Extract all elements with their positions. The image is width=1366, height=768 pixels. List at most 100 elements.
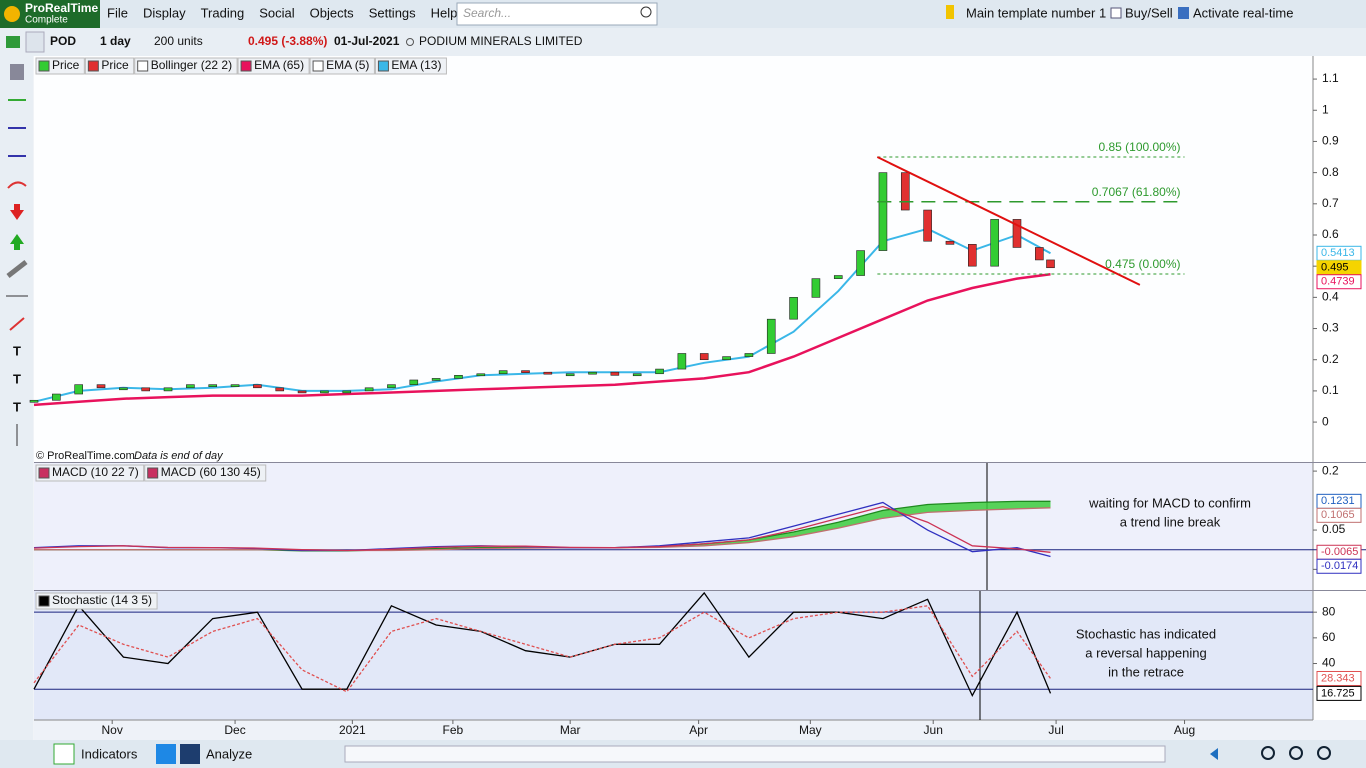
legend-entry[interactable] bbox=[144, 464, 267, 482]
buy-arrow[interactable] bbox=[10, 234, 24, 250]
legend-entry[interactable] bbox=[237, 57, 310, 75]
legend-swatch bbox=[38, 467, 50, 479]
candle bbox=[811, 278, 821, 298]
candle bbox=[990, 219, 999, 267]
x-tick-label: Mar bbox=[560, 723, 581, 737]
fib-label: 0.475 (0.00%) bbox=[1105, 257, 1180, 271]
units[interactable]: 200 units bbox=[154, 34, 203, 48]
indicators-icon[interactable] bbox=[53, 743, 75, 765]
last-value: 0.5413 bbox=[1321, 247, 1355, 259]
template[interactable]: Main template number 1 bbox=[966, 5, 1106, 20]
symbol[interactable]: POD bbox=[50, 34, 76, 48]
menu-item[interactable]: Settings bbox=[369, 5, 416, 20]
legend-label: EMA (65) bbox=[254, 58, 304, 72]
buy-sell[interactable]: Buy/Sell bbox=[1125, 5, 1173, 20]
value-axis-area bbox=[1313, 56, 1366, 720]
last-value: 0.4739 bbox=[1321, 276, 1355, 288]
candle bbox=[655, 368, 664, 375]
candle bbox=[186, 384, 195, 389]
candle bbox=[141, 387, 151, 392]
y-tick-label: 0.2 bbox=[1322, 352, 1339, 366]
header-bar bbox=[0, 28, 1366, 56]
legend-swatch bbox=[87, 60, 99, 72]
checkbox[interactable] bbox=[1110, 7, 1122, 19]
candle bbox=[498, 370, 508, 375]
legend-swatch bbox=[147, 467, 159, 479]
trash-tool[interactable] bbox=[10, 64, 24, 80]
annotation: a trend line break bbox=[1120, 514, 1221, 529]
legend-swatch bbox=[38, 595, 50, 607]
share-icon[interactable] bbox=[156, 744, 176, 764]
undo[interactable] bbox=[1210, 748, 1218, 760]
candle bbox=[521, 370, 530, 373]
y-tick-label: 0.8 bbox=[1322, 165, 1339, 179]
series-line bbox=[33, 605, 1052, 693]
candle bbox=[253, 384, 262, 389]
menu-item[interactable]: Help bbox=[431, 5, 458, 20]
candle bbox=[744, 353, 754, 357]
ruler-tool[interactable] bbox=[6, 260, 28, 278]
y-tick-label: 0.3 bbox=[1322, 321, 1339, 335]
analyze-icon[interactable] bbox=[180, 744, 200, 764]
menu-item[interactable]: Display bbox=[143, 5, 186, 20]
indicators-button[interactable]: Indicators bbox=[81, 746, 138, 761]
legend-entry[interactable] bbox=[134, 57, 238, 75]
sell-arrow[interactable] bbox=[10, 204, 24, 220]
last-value-box bbox=[1316, 558, 1362, 574]
scrollbar[interactable] bbox=[344, 745, 1166, 763]
text-tool[interactable]: T bbox=[13, 371, 21, 386]
menu-item[interactable]: Objects bbox=[310, 5, 355, 20]
x-tick-label: Apr bbox=[689, 723, 708, 737]
legend-entry[interactable] bbox=[374, 57, 447, 75]
indicator-line bbox=[33, 273, 1051, 407]
legend-entry[interactable] bbox=[35, 464, 145, 482]
annotation: waiting for MACD to confirm bbox=[1088, 495, 1251, 510]
candle bbox=[1046, 259, 1055, 269]
analyze-button[interactable]: Analyze bbox=[206, 746, 252, 761]
text-tool[interactable]: T bbox=[13, 343, 21, 358]
candle bbox=[945, 240, 955, 245]
legend-label: Price bbox=[52, 58, 80, 72]
candle bbox=[275, 387, 285, 392]
search-box[interactable] bbox=[456, 2, 658, 26]
y-tick-label: 0 bbox=[1322, 414, 1329, 428]
candle bbox=[923, 209, 932, 242]
menu-item[interactable]: Social bbox=[259, 5, 295, 20]
y-tick-label: 0.2 bbox=[1322, 463, 1339, 477]
candle bbox=[364, 387, 374, 392]
x-tick-label: Jul bbox=[1048, 723, 1063, 737]
last-value: -0.0065 bbox=[1321, 546, 1358, 558]
zoom-in[interactable] bbox=[1317, 746, 1331, 760]
segment-tool[interactable] bbox=[9, 317, 25, 331]
zoom-out[interactable] bbox=[1289, 746, 1303, 760]
y-tick-label: 0.7 bbox=[1322, 196, 1339, 210]
series-line bbox=[33, 505, 1051, 553]
activate-realtime[interactable]: Activate real-time bbox=[1193, 5, 1293, 20]
edition: Complete bbox=[25, 15, 68, 26]
curve-tool[interactable] bbox=[7, 181, 27, 189]
menu-item[interactable]: Trading bbox=[201, 5, 245, 20]
lock[interactable] bbox=[25, 31, 45, 53]
candle bbox=[610, 371, 620, 376]
flag-icon[interactable] bbox=[946, 5, 954, 19]
macd-panel bbox=[34, 463, 1313, 590]
candle bbox=[789, 297, 798, 320]
last-value: -0.0174 bbox=[1321, 560, 1358, 572]
realtime-icon bbox=[1178, 7, 1189, 19]
text-tool[interactable]: T bbox=[13, 399, 21, 414]
trend-line bbox=[876, 156, 1141, 286]
legend-label: Stochastic (14 3 5) bbox=[52, 593, 152, 607]
instrument-name: PODIUM MINERALS LIMITED bbox=[419, 34, 583, 48]
candle bbox=[342, 390, 352, 394]
timeframe[interactable]: 1 day bbox=[100, 34, 131, 48]
candle bbox=[968, 244, 977, 267]
zoom[interactable] bbox=[1261, 746, 1275, 760]
y-tick-label: 0.6 bbox=[1322, 227, 1339, 241]
candle bbox=[230, 384, 240, 387]
radio bbox=[406, 38, 414, 46]
legend-entry[interactable] bbox=[35, 592, 158, 610]
legend-entry[interactable] bbox=[309, 57, 375, 75]
menu-item[interactable]: File bbox=[107, 5, 128, 20]
